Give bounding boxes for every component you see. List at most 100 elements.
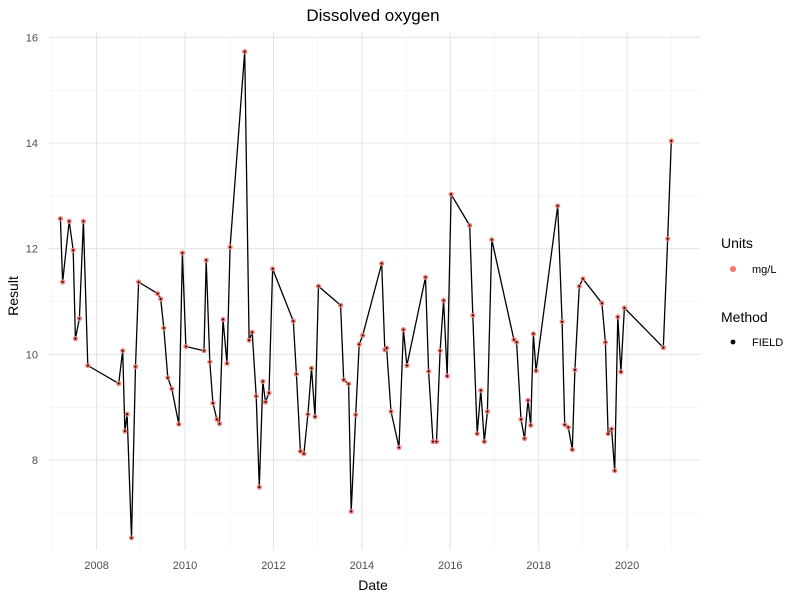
data-point-marker <box>398 446 400 449</box>
data-point-marker <box>666 237 669 240</box>
data-point-marker <box>159 297 162 300</box>
data-point-marker <box>600 302 603 305</box>
data-point-marker <box>578 285 581 288</box>
data-point-marker <box>258 486 261 489</box>
data-point-marker <box>435 440 438 443</box>
data-point-marker <box>166 376 169 379</box>
data-point-marker <box>251 331 254 334</box>
data-point-marker <box>479 389 482 392</box>
legend-method-title: Method <box>721 309 768 325</box>
data-point-marker <box>483 440 486 443</box>
data-point-marker <box>515 341 518 344</box>
data-point-marker <box>662 346 665 349</box>
data-point-marker <box>347 383 350 385</box>
data-point-marker <box>215 418 218 421</box>
data-point-marker <box>529 424 532 427</box>
data-point-marker <box>162 327 165 329</box>
data-point-marker <box>248 339 251 342</box>
y-tick-label: 16 <box>26 32 38 44</box>
data-point-marker <box>604 341 607 344</box>
data-point-marker <box>61 281 64 283</box>
data-point-marker <box>317 285 320 288</box>
data-point-marker <box>208 360 211 363</box>
data-point-marker <box>670 139 673 142</box>
data-point-marker <box>446 375 449 378</box>
data-point-marker <box>205 259 208 262</box>
legend-units-swatch <box>730 266 736 272</box>
data-point-marker <box>476 432 479 435</box>
data-point-marker <box>442 299 445 302</box>
data-point-marker <box>342 378 345 381</box>
y-tick-label: 8 <box>32 455 38 467</box>
data-point-marker <box>424 276 427 279</box>
data-point-marker <box>490 238 493 241</box>
data-point-marker <box>181 251 184 254</box>
data-point-marker <box>261 380 264 383</box>
data-point-marker <box>390 410 392 413</box>
data-point-marker <box>314 415 316 418</box>
data-point-marker <box>616 315 619 318</box>
data-point-marker <box>203 349 205 352</box>
y-tick-label: 10 <box>26 349 38 361</box>
data-point-marker <box>137 281 140 283</box>
data-point-marker <box>78 317 81 320</box>
data-point-marker <box>68 220 71 223</box>
data-point-marker <box>486 410 489 413</box>
data-point-marker <box>222 318 224 321</box>
minor-gridlines <box>48 32 700 550</box>
data-point-marker <box>532 332 535 335</box>
x-tick-label: 2008 <box>84 560 108 572</box>
x-tick-label: 2018 <box>526 560 550 572</box>
series-layer <box>59 50 672 539</box>
data-point-marker <box>170 387 173 390</box>
data-point-marker <box>86 364 89 367</box>
data-point-marker <box>117 382 120 385</box>
points-layer <box>57 49 674 541</box>
data-point-marker <box>385 347 388 350</box>
data-point-marker <box>350 510 353 513</box>
data-point-marker <box>450 193 453 196</box>
x-tick-label: 2020 <box>615 560 639 572</box>
data-point-marker <box>295 373 298 375</box>
y-tick-label: 14 <box>26 138 38 150</box>
data-point-marker <box>607 432 610 435</box>
data-point-marker <box>613 469 616 472</box>
chart-title: Dissolved oxygen <box>306 6 439 25</box>
data-point-marker <box>82 220 85 223</box>
data-point-marker <box>520 418 522 421</box>
data-point-marker <box>619 370 622 373</box>
data-point-marker <box>268 392 270 394</box>
data-point-marker <box>126 413 129 416</box>
legend-units-title: Units <box>721 235 753 251</box>
data-point-marker <box>134 365 137 368</box>
data-point-marker <box>264 401 267 403</box>
data-point-marker <box>74 337 77 340</box>
x-axis-title: Date <box>358 577 388 593</box>
data-point-marker <box>527 399 529 402</box>
data-point-marker <box>358 343 361 346</box>
x-tick-label: 2016 <box>438 560 462 572</box>
data-point-marker <box>468 224 471 227</box>
major-gridlines <box>48 32 700 550</box>
data-point-marker <box>226 362 228 365</box>
y-tick-label: 12 <box>26 244 38 256</box>
data-point-marker <box>292 320 295 323</box>
data-point-marker <box>302 452 305 455</box>
data-point-marker <box>218 422 221 425</box>
data-point-marker <box>72 249 75 252</box>
data-point-marker <box>59 217 62 220</box>
data-point-marker <box>361 334 364 337</box>
data-point-marker <box>177 423 180 426</box>
series-line <box>59 50 672 539</box>
data-point-marker <box>184 345 187 348</box>
data-point-marker <box>535 369 537 372</box>
y-axis-title: Result <box>5 276 21 316</box>
data-point-marker <box>439 349 442 352</box>
data-point-marker <box>567 426 570 429</box>
data-point-marker <box>581 277 584 280</box>
data-point-marker <box>121 349 124 352</box>
data-point-marker <box>405 364 408 367</box>
data-point-marker <box>512 338 515 341</box>
data-point-marker <box>243 50 246 53</box>
